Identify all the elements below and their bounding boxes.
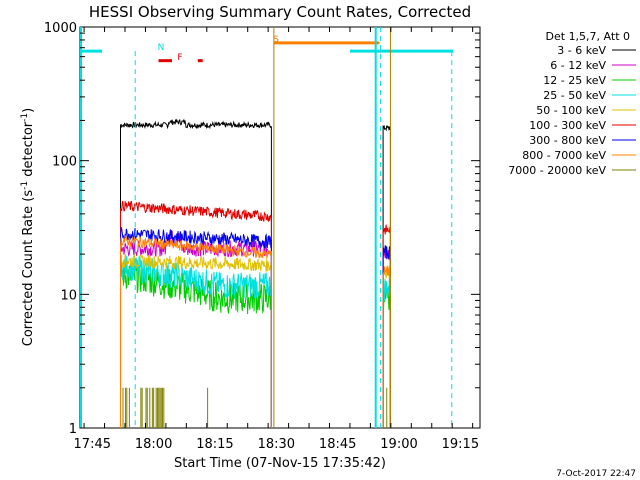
legend-header: Det 1,5,7, Att 0 <box>546 30 630 43</box>
series-line <box>120 200 272 428</box>
x-tick-label: 18:00 <box>135 437 172 452</box>
legend-label: 25 - 50 keV <box>543 89 606 102</box>
flag-label-s: S <box>273 35 279 45</box>
flag-label-f: F <box>177 53 182 63</box>
y-axis-label: Corrected Count Rate (s-1 detector-1) <box>20 108 36 346</box>
chart-title: HESSI Observing Summary Count Rates, Cor… <box>89 3 471 21</box>
legend-label: 800 - 7000 keV <box>522 149 606 162</box>
footer-date: 7-Oct-2017 22:47 <box>556 469 636 479</box>
plot-frame <box>79 26 481 429</box>
x-tick-label: 18:30 <box>258 437 295 452</box>
series-line <box>120 252 272 428</box>
legend-label: 7000 - 20000 keV <box>508 164 606 177</box>
series-line <box>382 277 391 428</box>
legend-label: 6 - 12 keV <box>550 59 606 72</box>
y-tick-label: 1 <box>69 422 77 437</box>
x-tick-label: 18:45 <box>319 437 356 452</box>
x-tick-label: 19:00 <box>380 437 417 452</box>
axes: 1 10 100 1000 17:45 18:00 18:15 18:30 18:45 19:00… <box>44 21 480 452</box>
plot-area: N F S <box>80 27 454 428</box>
x-axis-label: Start Time (07-Nov-15 17:35:42) <box>174 456 386 471</box>
legend: Det 1,5,7, Att 03 - 6 keV 6 - 12 keV 12 - … <box>508 30 636 177</box>
series-line <box>120 226 272 428</box>
series-line <box>120 118 272 428</box>
legend-label: 3 - 6 keV <box>557 44 606 57</box>
series-line <box>382 124 391 428</box>
x-tick-label: 17:45 <box>74 437 111 452</box>
y-tick-label: 10 <box>60 288 77 303</box>
legend-label: 300 - 800 keV <box>529 134 606 147</box>
series-line <box>382 245 391 428</box>
series-line <box>382 224 391 428</box>
y-tick-label: 1000 <box>44 21 77 36</box>
flag-label-n: N <box>158 43 165 53</box>
y-tick-label: 100 <box>52 155 77 170</box>
legend-label: 50 - 100 keV <box>536 104 606 117</box>
series-line <box>120 234 272 428</box>
series-line <box>120 254 272 428</box>
legend-label: 100 - 300 keV <box>529 119 606 132</box>
x-tick-label: 18:15 <box>196 437 233 452</box>
legend-label: 12 - 25 keV <box>543 74 606 87</box>
x-tick-label: 19:15 <box>442 437 479 452</box>
series-line <box>382 264 391 428</box>
